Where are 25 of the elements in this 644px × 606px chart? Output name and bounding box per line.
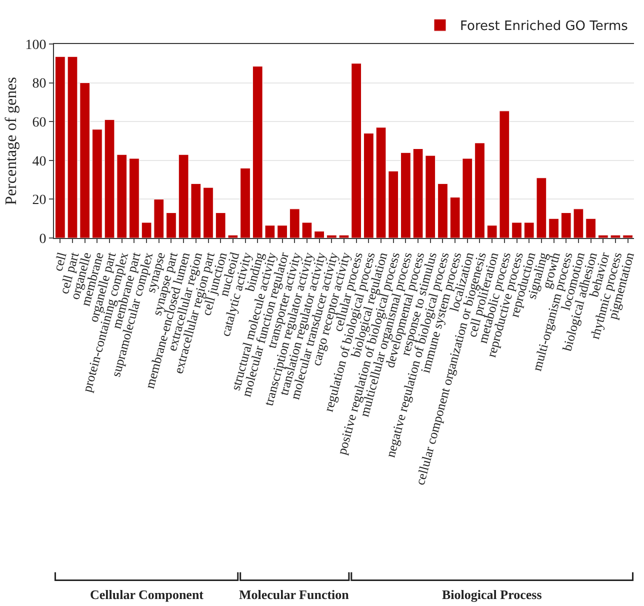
y-tick-label: 40 (32, 154, 46, 170)
bar (548, 218, 559, 238)
text: Biological Process (442, 587, 542, 602)
y-tick-label: 20 (32, 193, 46, 208)
y-tick-label: 80 (32, 76, 46, 92)
bar (586, 218, 596, 238)
y-axis-title: Percentage of genes (3, 77, 20, 205)
bar (203, 187, 214, 238)
bar (400, 152, 411, 238)
bar (438, 183, 448, 238)
bar (166, 212, 176, 238)
text: Molecular Function (239, 587, 350, 602)
bar (314, 230, 325, 238)
bar (129, 158, 140, 238)
legend-label: Forest Enriched GO Terms (460, 19, 628, 34)
bar (92, 129, 102, 238)
text: Cellular Component (90, 587, 204, 602)
bar (240, 168, 250, 238)
bar (474, 142, 485, 238)
y-tick-label: 0 (39, 232, 46, 247)
bar (363, 132, 374, 238)
bar (512, 222, 522, 238)
bar (277, 225, 288, 238)
y-tick-label: 60 (32, 116, 46, 130)
y-tick-label: 100 (25, 38, 46, 53)
